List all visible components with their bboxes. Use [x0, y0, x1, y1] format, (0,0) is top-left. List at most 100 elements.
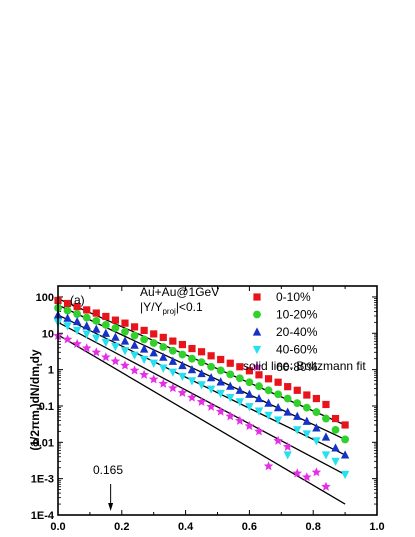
- data-point: [302, 403, 311, 412]
- x-tick-label: 0.6: [242, 521, 257, 533]
- data-point: [178, 340, 187, 349]
- data-point: [130, 340, 139, 349]
- data-point: [73, 303, 81, 311]
- legend-marker-4: [252, 362, 262, 372]
- data-point: [283, 394, 292, 403]
- data-point: [235, 415, 245, 425]
- data-point: [273, 416, 283, 425]
- data-point: [188, 354, 196, 363]
- y-axis-title-a: (1/2πm: [28, 410, 42, 451]
- data-point: [226, 381, 235, 390]
- rapidity-cut-sub: proj: [162, 307, 176, 316]
- data-point: [235, 398, 245, 407]
- data-point: [72, 316, 82, 326]
- y-axis-title-c: dy: [28, 349, 42, 363]
- data-point: [129, 365, 140, 375]
- data-point: [101, 328, 111, 337]
- data-point: [206, 373, 216, 382]
- data-point: [245, 367, 253, 375]
- data-point: [303, 391, 311, 399]
- data-point: [331, 414, 340, 423]
- data-point: [187, 392, 197, 402]
- data-point: [255, 371, 263, 379]
- data-point: [293, 426, 302, 435]
- x-tick-label: 1.0: [369, 521, 384, 533]
- y-tick-label: 1E-4: [31, 510, 55, 522]
- data-point: [139, 369, 149, 379]
- data-point: [226, 359, 234, 367]
- data-point: [82, 330, 91, 339]
- data-point: [254, 393, 264, 403]
- data-point: [111, 324, 120, 332]
- data-point: [63, 306, 72, 315]
- plot-frame: [57, 285, 378, 516]
- rapidity-cut-main: |Y/Y: [140, 300, 162, 314]
- data-point: [150, 330, 158, 338]
- data-point: [264, 398, 273, 407]
- data-point: [168, 368, 178, 377]
- data-point: [168, 356, 178, 365]
- x-tick-label: 0.8: [306, 521, 321, 533]
- data-point: [311, 467, 322, 477]
- data-point: [321, 432, 331, 441]
- y-axis-title-sub1: t: [35, 407, 44, 410]
- legend-marker-0: [253, 293, 261, 301]
- x-tick-label: 0.0: [50, 521, 65, 533]
- data-point: [188, 344, 196, 353]
- data-point: [130, 331, 139, 340]
- data-point: [63, 299, 72, 308]
- data-point: [149, 339, 158, 347]
- data-point: [120, 360, 130, 370]
- data-point: [62, 334, 73, 344]
- y-tick-label: 10: [42, 328, 54, 340]
- y-axis-title-b: )dN/dm: [28, 366, 42, 407]
- y-tick-label: 1E-3: [31, 474, 54, 486]
- data-point: [206, 401, 216, 411]
- fit-note: solid line: Boltzmann fit: [243, 359, 366, 373]
- data-point: [245, 378, 254, 387]
- data-point: [312, 423, 321, 432]
- data-point: [341, 435, 349, 444]
- data-point: [178, 350, 187, 359]
- data-point: [120, 347, 130, 356]
- data-point: [216, 366, 225, 375]
- data-point: [83, 306, 91, 314]
- data-point: [111, 316, 120, 324]
- data-point: [293, 399, 302, 407]
- data-point: [92, 324, 101, 333]
- y-tick-label: 0.01: [33, 437, 54, 449]
- data-point: [168, 346, 177, 355]
- data-point: [63, 313, 72, 322]
- data-point: [245, 403, 254, 412]
- data-point: [63, 322, 72, 331]
- data-point: [292, 468, 303, 478]
- data-point: [177, 387, 188, 397]
- data-point: [264, 411, 273, 421]
- data-point: [197, 368, 206, 378]
- data-point: [302, 430, 312, 439]
- data-point: [111, 343, 120, 352]
- data-point: [245, 389, 254, 398]
- data-point: [274, 378, 282, 386]
- data-point: [82, 321, 91, 330]
- data-point: [322, 414, 330, 423]
- data-point: [215, 406, 226, 416]
- data-point: [331, 425, 340, 434]
- legend-label-0: 0-10%: [276, 290, 311, 304]
- data-point: [139, 344, 149, 353]
- data-point: [207, 352, 215, 360]
- y-tick-label: 100: [36, 292, 54, 304]
- data-point: [293, 386, 301, 394]
- x-tick-label: 0.4: [178, 521, 194, 533]
- legend-label-4: 60-80%: [276, 360, 318, 374]
- data-point: [331, 443, 340, 452]
- data-point: [225, 411, 236, 421]
- data-point: [72, 338, 82, 348]
- data-point: [216, 377, 225, 386]
- data-point: [321, 481, 331, 491]
- data-point: [312, 437, 321, 446]
- data-point: [254, 407, 264, 416]
- panel-label: (a): [70, 293, 85, 307]
- data-point: [340, 470, 350, 480]
